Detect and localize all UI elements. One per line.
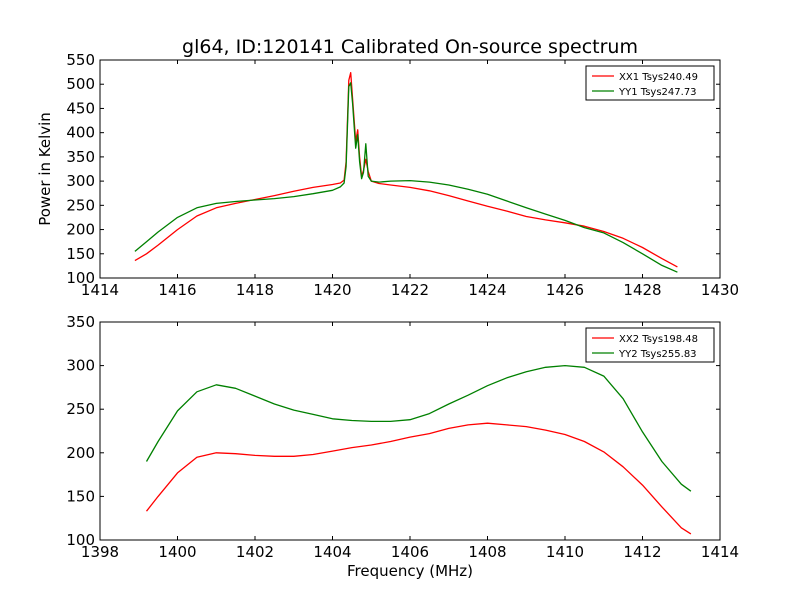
x-tick-label: 1430 (701, 281, 739, 299)
legend-entry-label: YY2 Tsys255.83 (618, 349, 697, 360)
x-axis-label: Frequency (MHz) (347, 562, 473, 580)
x-tick-label: 1422 (391, 281, 429, 299)
x-tick-label: 1400 (158, 543, 196, 561)
legend-entry-label: XX1 Tsys240.49 (619, 72, 698, 83)
series-line-1 (145, 422, 692, 535)
top-spectrum-panel: 1414 1416 1418 1420 1422 1424 1426 1428 1430 100 1… (36, 51, 739, 299)
x-tick-label: 1420 (313, 281, 351, 299)
x-tick-label: 1414 (701, 543, 739, 561)
bottom-spectrum-panel: 1398 1400 1402 1404 1406 1408 1410 1412 1414 100 1… (66, 313, 739, 580)
y-tick-label: 300 (66, 357, 95, 375)
legend-entry-label: YY1 Tsys247.73 (618, 87, 697, 98)
x-tick-label: 1428 (623, 281, 661, 299)
x-tick-label: 1426 (546, 281, 584, 299)
series-line-2 (145, 364, 692, 492)
x-tick-label: 1416 (158, 281, 196, 299)
y-axis-label: Power in Kelvin (36, 112, 54, 226)
x-tick-label: 1424 (468, 281, 506, 299)
y-tick-label: 500 (66, 75, 95, 93)
legend-box (585, 327, 715, 363)
y-tick-label: 250 (66, 196, 95, 214)
y-tick-label: 350 (66, 148, 95, 166)
x-tick-label: 1408 (468, 543, 506, 561)
x-tick-label: 1406 (391, 543, 429, 561)
y-tick-label: 200 (66, 444, 95, 462)
y-tick-label: 300 (66, 172, 95, 190)
x-tick-label: 1418 (236, 281, 274, 299)
legend-entry-label: XX2 Tsys198.48 (619, 334, 698, 345)
y-tick-label: 100 (66, 531, 95, 549)
y-tick-label: 150 (66, 487, 95, 505)
legend: XX2 Tsys198.48 YY2 Tsys255.83 (585, 327, 715, 363)
x-tick-label: 1410 (546, 543, 584, 561)
chart-title: gl64, ID:120141 Calibrated On-source spe… (182, 36, 638, 58)
series-line-2 (134, 82, 678, 273)
x-tick-label: 1398 (81, 543, 119, 561)
x-tick-label: 1412 (623, 543, 661, 561)
x-tick-label: 1402 (236, 543, 274, 561)
y-tick-label: 450 (66, 99, 95, 117)
y-tick-label: 150 (66, 245, 95, 263)
x-tick-label: 1414 (81, 281, 119, 299)
y-tick-label: 100 (66, 269, 95, 287)
y-tick-label: 350 (66, 313, 95, 331)
y-tick-label: 400 (66, 124, 95, 142)
y-tick-label: 550 (66, 51, 95, 69)
legend: XX1 Tsys240.49 YY1 Tsys247.73 (585, 65, 715, 101)
y-tick-label: 200 (66, 221, 95, 239)
x-tick-label: 1404 (313, 543, 351, 561)
legend-box (585, 65, 715, 101)
y-tick-label: 250 (66, 400, 95, 418)
